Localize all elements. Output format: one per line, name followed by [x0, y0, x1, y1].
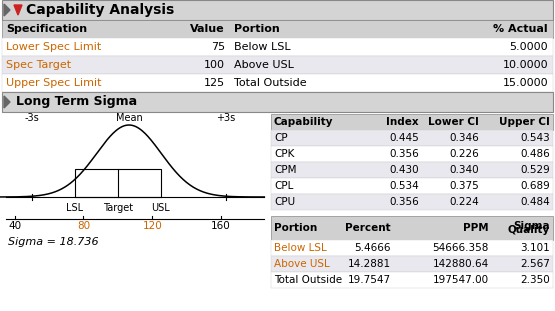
Bar	[271, 240, 553, 256]
Text: Target: Target	[103, 203, 133, 213]
Text: 120: 120	[142, 221, 162, 231]
Text: Portion: Portion	[274, 223, 317, 233]
Text: Upper CI: Upper CI	[499, 117, 550, 127]
Text: 0.689: 0.689	[520, 181, 550, 191]
Text: 0.356: 0.356	[389, 197, 419, 207]
Text: 100: 100	[204, 60, 225, 70]
Bar	[271, 216, 553, 240]
Text: 0.356: 0.356	[389, 149, 419, 159]
Text: % Actual: % Actual	[493, 24, 548, 34]
Text: Percent: Percent	[345, 223, 391, 233]
Bar	[271, 146, 553, 162]
Text: 5.0000: 5.0000	[509, 42, 548, 52]
Bar	[271, 114, 553, 130]
Bar	[2, 56, 553, 74]
Text: 142880.64: 142880.64	[433, 259, 489, 269]
Text: 0.484: 0.484	[520, 197, 550, 207]
Text: CPU: CPU	[274, 197, 295, 207]
Text: Lower CI: Lower CI	[428, 117, 479, 127]
Text: 3.101: 3.101	[520, 243, 550, 253]
Text: 0.430: 0.430	[390, 165, 419, 175]
Text: Below LSL: Below LSL	[274, 243, 327, 253]
Text: CP: CP	[274, 133, 287, 143]
Text: Long Term Sigma: Long Term Sigma	[16, 95, 137, 109]
Text: -3s: -3s	[25, 113, 39, 123]
Bar	[271, 256, 553, 272]
Text: 2.350: 2.350	[520, 275, 550, 285]
Text: Index: Index	[386, 117, 419, 127]
Bar	[271, 130, 553, 146]
Bar	[271, 272, 553, 288]
Bar	[2, 74, 553, 92]
Text: 0.486: 0.486	[520, 149, 550, 159]
Text: 0.375: 0.375	[449, 181, 479, 191]
Text: Sigma: Sigma	[513, 221, 550, 231]
Text: Quality: Quality	[508, 225, 550, 235]
Text: 0.340: 0.340	[450, 165, 479, 175]
Text: CPM: CPM	[274, 165, 296, 175]
Text: 125: 125	[204, 78, 225, 88]
Text: 19.7547: 19.7547	[348, 275, 391, 285]
Text: CPK: CPK	[274, 149, 294, 159]
Text: Total Outside: Total Outside	[234, 78, 306, 88]
Text: Capability Analysis: Capability Analysis	[26, 3, 174, 17]
Text: +3s: +3s	[216, 113, 235, 123]
Text: 5.4666: 5.4666	[355, 243, 391, 253]
Bar	[2, 92, 553, 112]
Text: 2.567: 2.567	[520, 259, 550, 269]
Polygon shape	[4, 4, 10, 16]
Text: Upper Spec Limit: Upper Spec Limit	[6, 78, 102, 88]
Text: Spec Target: Spec Target	[6, 60, 71, 70]
Bar	[2, 38, 553, 56]
Text: Capability: Capability	[274, 117, 334, 127]
Text: 75: 75	[211, 42, 225, 52]
Text: Specification: Specification	[6, 24, 87, 34]
Bar	[271, 162, 553, 178]
Text: Portion: Portion	[234, 24, 280, 34]
Text: LSL: LSL	[66, 203, 83, 213]
Text: 0.226: 0.226	[449, 149, 479, 159]
Text: Mean: Mean	[115, 113, 142, 123]
Text: 197547.00: 197547.00	[433, 275, 489, 285]
Polygon shape	[4, 96, 10, 108]
Text: 15.0000: 15.0000	[502, 78, 548, 88]
Text: Below LSL: Below LSL	[234, 42, 291, 52]
Text: 80: 80	[77, 221, 90, 231]
Text: 0.346: 0.346	[449, 133, 479, 143]
Text: Sigma = 18.736: Sigma = 18.736	[8, 237, 99, 247]
Bar	[2, 20, 553, 38]
Bar	[75, 169, 161, 197]
Text: 0.529: 0.529	[520, 165, 550, 175]
Bar	[2, 0, 553, 20]
Text: PPM: PPM	[463, 223, 489, 233]
Polygon shape	[14, 5, 22, 15]
Text: USL: USL	[152, 203, 170, 213]
Text: 10.0000: 10.0000	[502, 60, 548, 70]
Text: 14.2881: 14.2881	[348, 259, 391, 269]
Text: 40: 40	[8, 221, 21, 231]
Text: Above USL: Above USL	[274, 259, 330, 269]
Text: Lower Spec Limit: Lower Spec Limit	[6, 42, 101, 52]
Text: Value: Value	[190, 24, 225, 34]
Bar	[271, 194, 553, 210]
Text: Above USL: Above USL	[234, 60, 294, 70]
Text: Total Outside: Total Outside	[274, 275, 342, 285]
Text: 0.224: 0.224	[449, 197, 479, 207]
Text: 0.445: 0.445	[389, 133, 419, 143]
Text: 0.534: 0.534	[389, 181, 419, 191]
Text: 160: 160	[211, 221, 231, 231]
Text: 54666.358: 54666.358	[433, 243, 489, 253]
Bar	[271, 178, 553, 194]
Text: 0.543: 0.543	[520, 133, 550, 143]
Text: CPL: CPL	[274, 181, 294, 191]
